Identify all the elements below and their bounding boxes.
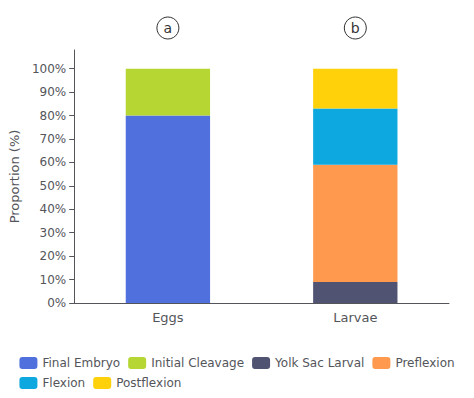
svg-text:60%: 60% xyxy=(40,155,67,169)
svg-text:40%: 40% xyxy=(40,202,67,216)
svg-text:0%: 0% xyxy=(47,296,66,310)
svg-text:Flexion: Flexion xyxy=(42,376,85,390)
svg-text:80%: 80% xyxy=(40,109,67,123)
svg-text:30%: 30% xyxy=(40,226,67,240)
svg-text:50%: 50% xyxy=(40,179,67,193)
svg-text:Final Embryo: Final Embryo xyxy=(42,356,120,370)
svg-text:Preflexion: Preflexion xyxy=(395,356,454,370)
svg-text:20%: 20% xyxy=(40,249,67,263)
svg-text:Yolk Sac Larval: Yolk Sac Larval xyxy=(274,356,364,370)
svg-text:70%: 70% xyxy=(40,132,67,146)
svg-text:Initial Cleavage: Initial Cleavage xyxy=(151,356,244,370)
svg-text:b: b xyxy=(351,20,360,36)
svg-text:Eggs: Eggs xyxy=(152,310,184,325)
svg-text:Postflexion: Postflexion xyxy=(116,376,181,390)
svg-text:100%: 100% xyxy=(32,62,66,76)
svg-text:Larvae: Larvae xyxy=(333,310,377,325)
svg-text:90%: 90% xyxy=(40,85,67,99)
svg-text:a: a xyxy=(164,20,173,36)
svg-text:Proportion (%): Proportion (%) xyxy=(7,130,22,224)
svg-text:10%: 10% xyxy=(40,273,67,287)
